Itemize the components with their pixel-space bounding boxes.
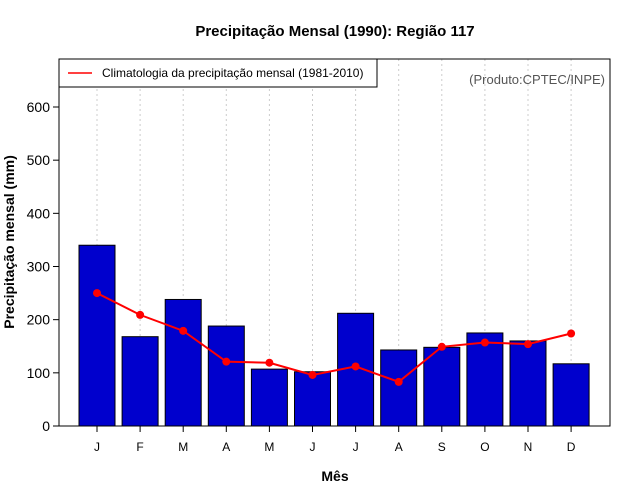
x-tick-label: O	[480, 440, 489, 454]
climatology-point	[437, 342, 446, 351]
x-tick-label: J	[310, 440, 316, 454]
legend: Climatologia da precipitação mensal (198…	[58, 58, 378, 88]
y-tick-label: 500	[27, 152, 51, 168]
bar-a-4	[207, 325, 245, 427]
x-tick-label: S	[438, 440, 446, 454]
x-tick-label: M	[178, 440, 188, 454]
y-tick-label: 100	[27, 365, 51, 381]
climatology-point	[93, 289, 101, 298]
climatology-point	[351, 362, 360, 371]
x-tick-label: A	[395, 440, 403, 454]
x-tick-label: D	[567, 440, 576, 454]
bar-n-11	[509, 340, 547, 427]
bar-j-6	[294, 371, 331, 427]
climatology-point	[524, 340, 532, 349]
y-tick-label: 400	[27, 205, 51, 221]
y-axis-title: Precipitação mensal (mm)	[1, 155, 17, 329]
x-axis-title: Mês	[321, 468, 348, 484]
bar-d-12	[552, 363, 590, 427]
x-tick-label: J	[353, 440, 359, 454]
climatology-line	[96, 292, 572, 384]
y-tick-label: 0	[42, 418, 50, 434]
bar-a-8	[380, 349, 418, 427]
climatology-line-group	[93, 289, 576, 386]
bar-m-3	[164, 298, 202, 427]
y-tick-label: 200	[27, 312, 51, 328]
climatology-point	[567, 329, 576, 338]
x-tick-label: M	[264, 440, 274, 454]
climatology-point	[222, 357, 231, 366]
climatology-point	[394, 377, 403, 386]
bar-o-10	[466, 332, 504, 427]
climatology-point	[308, 370, 317, 379]
x-tick-label: N	[524, 440, 533, 454]
y-tick-label: 600	[27, 99, 51, 115]
chart-title: Precipitação Mensal (1990): Região 117	[195, 23, 474, 40]
climatology-point	[265, 358, 274, 367]
bars-group	[78, 244, 590, 427]
credit-annotation: (Produto:CPTEC/INPE)	[469, 72, 605, 87]
legend-label: Climatologia da precipitação mensal (198…	[102, 66, 363, 80]
climatology-point	[136, 310, 145, 319]
x-tick-label: A	[222, 440, 230, 454]
y-tick-label: 300	[27, 259, 51, 275]
bar-j-1	[78, 244, 116, 427]
y-axis: 0 100 200 300 400 500 600	[27, 99, 59, 434]
climatology-point	[480, 338, 489, 347]
climatology-point	[179, 326, 188, 335]
legend-box	[58, 58, 378, 88]
bar-f-2	[121, 336, 159, 427]
bar-m-5	[250, 368, 288, 427]
x-tick-label: F	[136, 440, 143, 454]
bar-s-9	[423, 346, 461, 427]
x-tick-label: J	[94, 440, 100, 454]
